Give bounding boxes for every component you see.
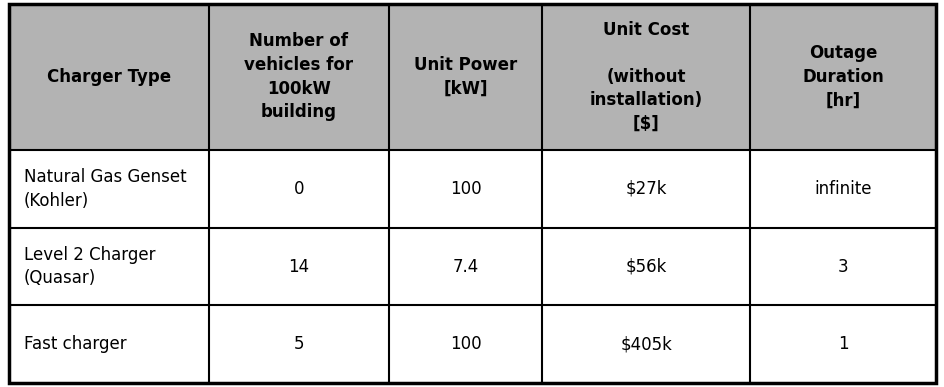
Bar bbox=[542, 228, 750, 305]
Text: Natural Gas Genset
(Kohler): Natural Gas Genset (Kohler) bbox=[24, 168, 186, 209]
Text: Outage
Duration
[hr]: Outage Duration [hr] bbox=[801, 44, 883, 110]
Text: Level 2 Charger
(Quasar): Level 2 Charger (Quasar) bbox=[24, 246, 155, 287]
Text: 1: 1 bbox=[836, 335, 848, 353]
Bar bbox=[209, 4, 389, 150]
Text: 100: 100 bbox=[449, 335, 480, 353]
Text: $27k: $27k bbox=[625, 180, 666, 198]
Text: 3: 3 bbox=[836, 257, 848, 276]
Bar bbox=[389, 228, 542, 305]
Text: $405k: $405k bbox=[619, 335, 671, 353]
Text: 100: 100 bbox=[449, 180, 480, 198]
Text: Number of
vehicles for
100kW
building: Number of vehicles for 100kW building bbox=[244, 33, 353, 121]
Text: Unit Power
[kW]: Unit Power [kW] bbox=[413, 56, 516, 98]
Text: infinite: infinite bbox=[814, 180, 870, 198]
Text: Charger Type: Charger Type bbox=[47, 68, 171, 86]
Bar bbox=[9, 305, 209, 383]
Text: Unit Cost

(without
installation)
[$]: Unit Cost (without installation) [$] bbox=[589, 21, 702, 133]
Bar bbox=[209, 228, 389, 305]
Bar bbox=[9, 228, 209, 305]
Bar bbox=[209, 150, 389, 228]
Bar bbox=[389, 4, 542, 150]
Text: Fast charger: Fast charger bbox=[24, 335, 126, 353]
Bar bbox=[750, 150, 935, 228]
Bar bbox=[389, 305, 542, 383]
Bar bbox=[542, 305, 750, 383]
Text: 7.4: 7.4 bbox=[452, 257, 479, 276]
Text: 0: 0 bbox=[294, 180, 304, 198]
Text: 5: 5 bbox=[294, 335, 304, 353]
Bar bbox=[209, 305, 389, 383]
Bar bbox=[750, 228, 935, 305]
Bar bbox=[542, 150, 750, 228]
Bar bbox=[750, 305, 935, 383]
Bar bbox=[750, 4, 935, 150]
Bar bbox=[9, 4, 209, 150]
Bar bbox=[542, 4, 750, 150]
Text: 14: 14 bbox=[288, 257, 309, 276]
Bar bbox=[9, 150, 209, 228]
Text: $56k: $56k bbox=[625, 257, 666, 276]
Bar bbox=[389, 150, 542, 228]
